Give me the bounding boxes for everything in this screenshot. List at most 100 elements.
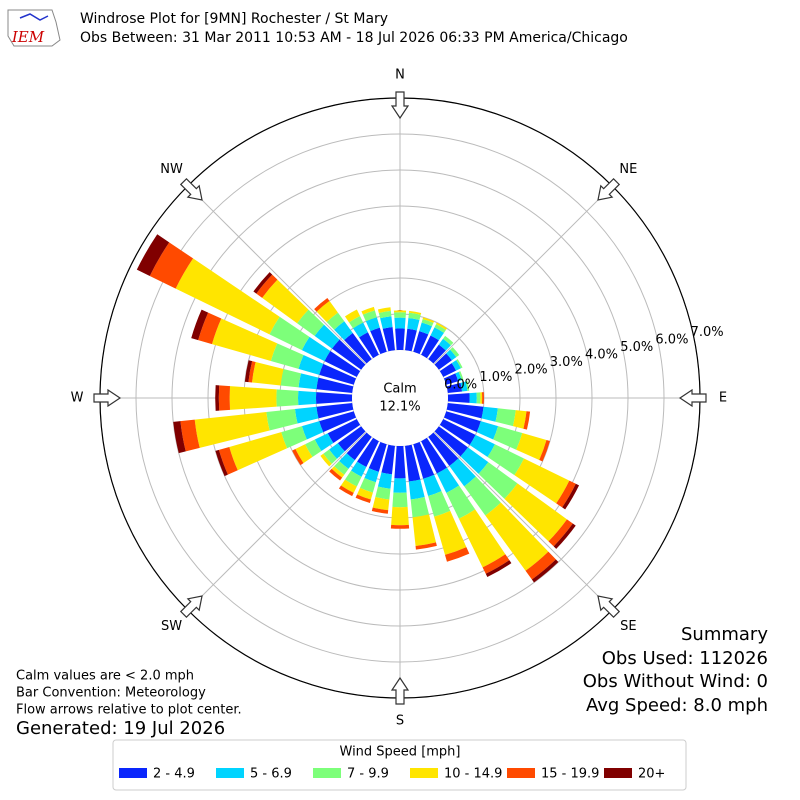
- bar-segment: [460, 381, 468, 392]
- bar-segment: [298, 355, 324, 375]
- bar-segment: [381, 444, 395, 475]
- bar-segment: [451, 360, 461, 371]
- summary: Obs Without Wind: 0: [583, 671, 768, 692]
- spoke: [433, 185, 613, 365]
- bar-segment: [252, 362, 284, 386]
- direction-label: SW: [161, 619, 182, 634]
- bar-segment: [248, 361, 256, 383]
- bar-segment: [280, 368, 302, 388]
- bar-segment: [270, 343, 304, 369]
- bar-segment: [439, 419, 476, 445]
- bar-segment: [485, 502, 549, 571]
- bar-segment: [393, 478, 407, 493]
- bar-segment: [482, 554, 510, 574]
- ring-label: 0.0%: [444, 378, 477, 393]
- bar-segment: [407, 318, 420, 331]
- bar-segment: [458, 371, 464, 381]
- bar-segment: [480, 392, 483, 404]
- plot: Calm 12.1% 0.0% 1.0% 2.0% 3.0% 4.0% 5.0% 6.0% 7.0…: [71, 68, 728, 729]
- bar-segment: [460, 447, 489, 474]
- bar-segment: [394, 317, 406, 329]
- bar-segment: [478, 462, 518, 499]
- bar-segment: [434, 353, 452, 370]
- bar-segment: [305, 439, 322, 458]
- bar-segment: [324, 351, 361, 377]
- bar-segment: [136, 234, 170, 276]
- bar-segment: [422, 317, 435, 323]
- bar-segment: [355, 494, 371, 503]
- bar-segment: [353, 322, 368, 338]
- bar-segment: [298, 373, 319, 390]
- bar-segment: [344, 470, 362, 487]
- bar-segment: [392, 492, 408, 508]
- bar-segment: [393, 310, 407, 313]
- legend-swatch: [410, 768, 438, 778]
- bar-segment: [430, 327, 444, 341]
- bar-segment: [180, 419, 200, 452]
- flow-arrow: [678, 388, 707, 408]
- ring-label: 2.0%: [515, 363, 548, 378]
- bar-segment: [446, 403, 484, 419]
- flow-arrow: [390, 91, 410, 120]
- flow-arrow: [179, 177, 203, 201]
- bar-segment: [405, 328, 417, 352]
- bar-segment: [378, 310, 392, 319]
- bar-segment: [316, 377, 354, 393]
- bar-segment: [481, 406, 498, 422]
- bar-segment: [469, 434, 495, 458]
- bar-segment: [329, 443, 345, 459]
- logo: IEM: [7, 9, 61, 47]
- bar-segment: [413, 331, 429, 355]
- bar-segment: [316, 300, 338, 323]
- bar-segment: [516, 433, 547, 460]
- logo-outline: [7, 9, 61, 47]
- bar-segment: [415, 542, 437, 550]
- bar-segment: [523, 411, 531, 430]
- bar-segment: [346, 432, 372, 461]
- bar-segment: [301, 421, 324, 440]
- legend-label: 7 - 9.9: [347, 767, 389, 782]
- ring-label: 7.0%: [691, 325, 724, 340]
- bar-segment: [175, 258, 280, 335]
- legend-label: 10 - 14.9: [444, 767, 502, 782]
- bar-segment: [421, 318, 434, 327]
- flow-arrow: [390, 676, 410, 705]
- legend: 2 - 4.9 5 - 6.9 7 - 9.9 10 - 14.9 15 - 19.9 2…: [119, 767, 665, 782]
- bar-segment: [405, 444, 421, 482]
- bar-segment: [447, 393, 470, 403]
- ring-label: 1.0%: [479, 370, 512, 385]
- bar-segment: [382, 326, 395, 352]
- bar-segment: [372, 496, 390, 511]
- logo-text: IEM: [11, 28, 45, 46]
- bar-segment: [485, 560, 512, 578]
- summary: Summary: [681, 624, 768, 645]
- bar-segment: [380, 316, 393, 329]
- flow-arrow: [597, 177, 621, 201]
- bar-segment: [262, 279, 309, 324]
- legend-swatch: [216, 768, 244, 778]
- bar-segment: [434, 510, 467, 555]
- bar-segment: [428, 491, 451, 517]
- bar-segment: [458, 509, 506, 568]
- note: Bar Convention: Meteorology: [16, 686, 206, 701]
- bar-segment: [469, 392, 477, 404]
- bar-segment: [229, 432, 288, 471]
- bar-segment: [281, 426, 307, 449]
- bar-segment: [294, 406, 319, 424]
- legend-label: 5 - 6.9: [250, 767, 292, 782]
- bar-segment: [364, 468, 379, 483]
- bar-segment: [377, 472, 392, 489]
- bar-segment: [276, 389, 299, 407]
- bar-segment: [408, 310, 422, 315]
- bar-segment: [553, 523, 576, 549]
- bar-segment: [269, 316, 310, 351]
- bar-segment: [351, 461, 367, 477]
- bar-segment: [314, 324, 340, 349]
- bar-segment: [375, 486, 391, 500]
- bar-segment: [456, 359, 463, 369]
- bar-segment: [421, 437, 447, 474]
- bar-segment: [428, 432, 459, 466]
- direction-label: SE: [620, 619, 636, 634]
- bar-segment: [495, 408, 516, 427]
- bar-segment: [446, 485, 476, 519]
